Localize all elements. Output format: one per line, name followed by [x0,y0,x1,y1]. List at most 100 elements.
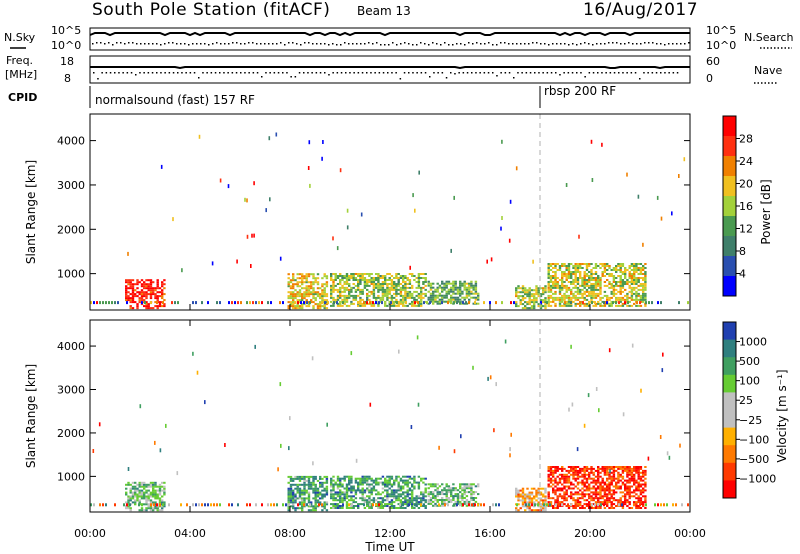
data-cell [129,487,132,490]
data-cell [287,283,290,286]
data-cell [642,471,645,474]
data-cell [366,487,369,490]
data-cell [477,298,480,301]
data-cell [277,467,279,472]
data-cell [390,288,394,291]
data-cell [637,481,640,484]
data-cell [521,499,525,502]
data-cell [246,198,248,203]
data-cell [597,279,600,281]
data-cell [316,487,320,490]
data-cell [633,263,636,265]
data-cell [417,294,421,297]
data-cell [305,475,308,478]
data-cell [429,286,433,289]
data-cell [547,469,550,472]
nave-dot [424,72,427,74]
data-cell [533,299,536,302]
data-cell [597,275,600,277]
data-cell [297,503,299,507]
nave-dot [487,72,490,74]
data-cell [399,479,403,482]
nave-dot [416,72,418,74]
data-cell [644,286,647,289]
data-cell [567,300,571,303]
data-cell [366,481,369,484]
data-cell [590,294,593,297]
data-cell [240,301,242,305]
data-cell [468,483,471,486]
data-cell [590,269,593,271]
data-cell [424,273,427,275]
data-cell [617,485,620,488]
data-cell [219,301,221,305]
data-cell [415,304,418,307]
data-cell [408,292,412,295]
nsearch-dot [568,44,570,46]
data-cell [411,284,414,287]
data-cell [298,497,302,500]
data-cell [305,299,308,302]
colorbar-segment [723,445,736,464]
data-cell [327,301,329,305]
data-cell [424,487,427,490]
data-cell [298,493,302,496]
data-cell [379,300,382,303]
data-cell [339,290,342,293]
data-cell [366,283,369,285]
data-cell [633,467,636,470]
data-cell [381,298,385,301]
data-cell [140,507,144,510]
data-cell [402,275,405,277]
data-cell [561,296,564,299]
data-cell [615,304,618,307]
data-cell [517,295,520,298]
data-cell [145,291,148,294]
data-cell [343,288,346,291]
data-cell [600,503,602,507]
data-cell [312,509,315,512]
data-cell [565,497,568,500]
data-cell [413,481,416,484]
data-cell [434,294,437,297]
data-cell [576,499,580,502]
data-cell [129,307,132,310]
data-cell [537,493,540,496]
data-cell [554,271,557,273]
colorbar-tick-label: 25 [739,394,753,407]
colorbar-tick-label: 16 [739,200,753,213]
data-cell [524,509,527,512]
data-cell [470,292,473,295]
data-cell [384,485,387,488]
data-cell [633,489,636,492]
data-cell [427,302,430,305]
data-cell [123,503,125,507]
nsearch-dot [604,43,606,45]
data-cell [644,477,647,480]
data-cell [359,296,362,299]
data-cell [423,503,425,507]
data-cell [624,483,627,486]
data-cell [483,301,485,305]
data-cell [608,485,611,488]
data-cell [404,495,407,498]
data-cell [268,136,271,141]
data-cell [583,275,586,277]
data-cell [633,298,636,301]
data-cell [579,493,582,496]
data-cell [552,483,555,486]
data-cell [249,301,251,305]
data-cell [597,283,600,285]
data-cell [361,275,364,277]
data-cell [136,487,139,490]
data-cell [273,503,275,507]
data-cell [565,265,568,267]
data-cell [311,356,314,361]
data-cell [461,489,464,492]
data-cell [470,499,473,501]
data-cell [637,489,640,492]
data-cell [345,501,349,504]
data-cell [298,507,302,510]
data-cell [480,503,482,507]
data-cell [323,289,326,292]
